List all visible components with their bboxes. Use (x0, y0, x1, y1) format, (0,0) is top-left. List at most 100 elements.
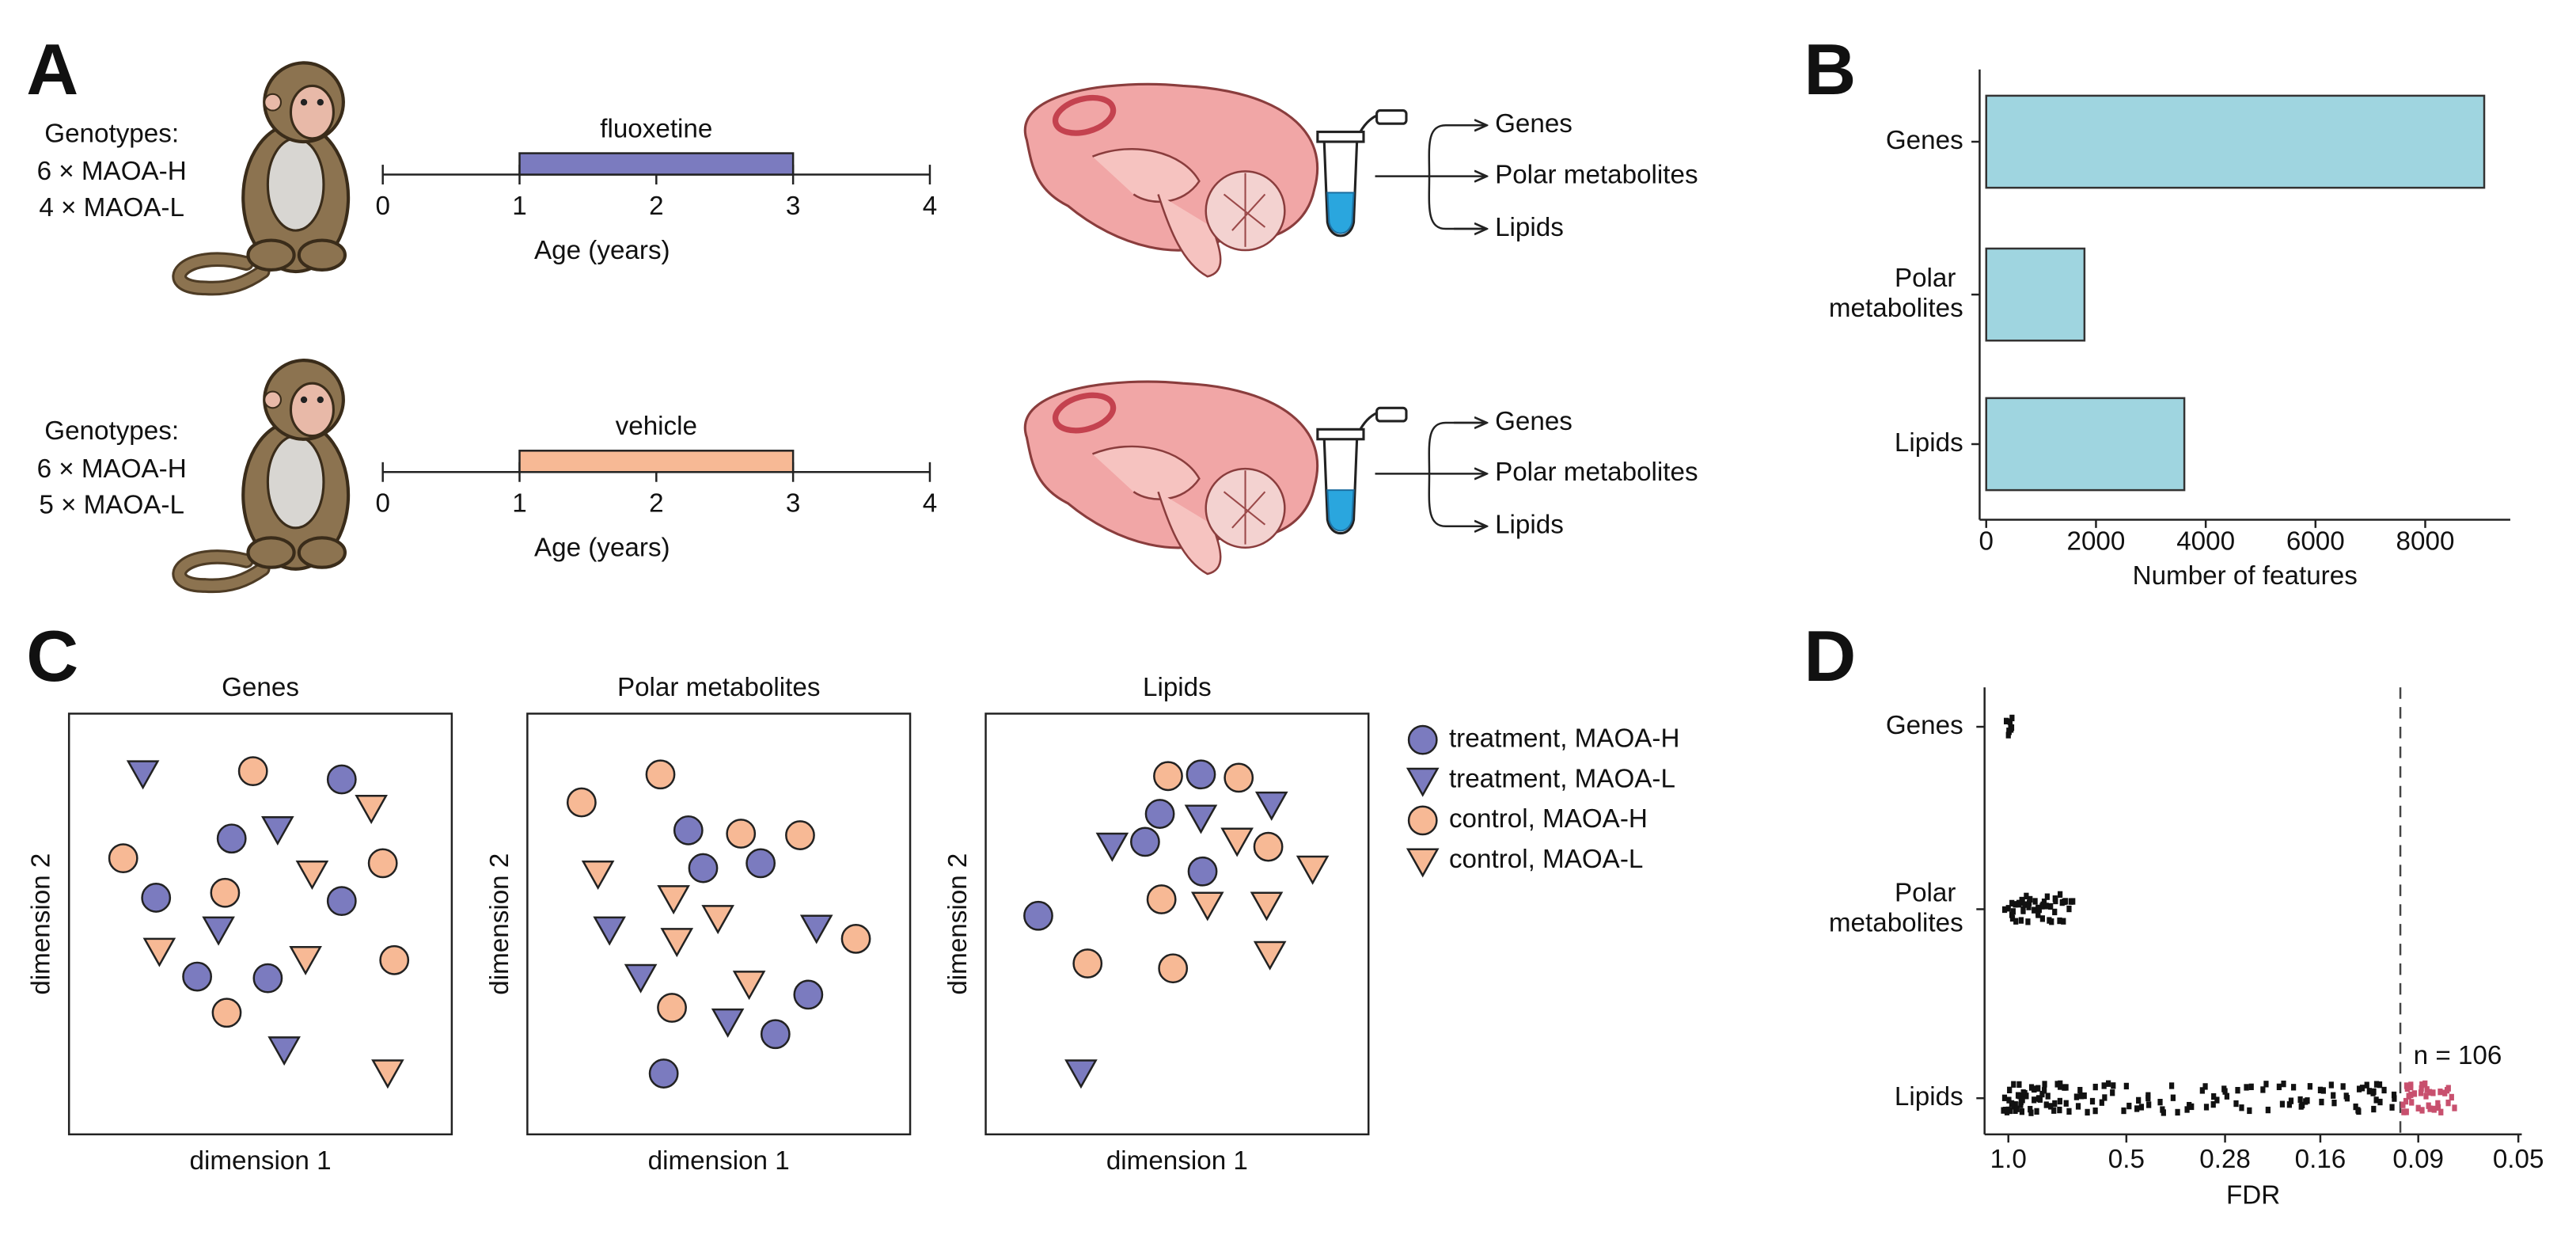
point (2034, 1108, 2039, 1115)
point (1254, 791, 1288, 821)
point (2042, 1081, 2047, 1088)
point (2381, 1086, 2387, 1094)
point (1095, 832, 1129, 862)
point (1253, 940, 1287, 971)
point (2281, 1080, 2286, 1088)
point (2438, 1108, 2444, 1115)
point (2214, 1096, 2220, 1104)
point (2161, 1109, 2166, 1116)
point (2111, 1082, 2116, 1089)
point (2048, 902, 2054, 910)
point (2032, 1096, 2037, 1104)
point (624, 963, 658, 994)
category-label: Genes (1886, 711, 1963, 740)
point (2035, 1085, 2041, 1092)
point (2045, 1092, 2051, 1100)
point (2004, 717, 2009, 724)
tick-label: 0 (375, 192, 389, 221)
point (261, 815, 294, 846)
omics-label: Genes (1495, 407, 1573, 436)
monkey-icon (180, 360, 348, 586)
point (2006, 728, 2012, 735)
point (2110, 1089, 2115, 1096)
point (371, 1059, 404, 1089)
legend-label: treatment, MAOA-H (1449, 724, 1680, 753)
point (2066, 905, 2072, 913)
omics-label: Polar metabolites (1495, 160, 1698, 189)
point (2009, 899, 2015, 907)
legend-marker (1406, 767, 1440, 797)
point (760, 1019, 791, 1050)
point (726, 819, 757, 849)
point (2366, 1088, 2372, 1095)
point (2435, 1104, 2441, 1112)
point (660, 928, 694, 958)
axis-label: dimension 2 (27, 853, 56, 995)
legend-marker (1407, 724, 1438, 755)
axis-label: dimension 2 (485, 853, 514, 995)
bar (1985, 397, 2186, 492)
plot-frame (67, 712, 453, 1136)
point (711, 1008, 745, 1038)
point (289, 945, 322, 975)
point (2184, 1106, 2190, 1113)
point (2048, 1103, 2054, 1110)
point (2401, 1108, 2407, 1115)
point (2423, 1092, 2429, 1100)
point (2028, 1109, 2034, 1116)
point (2015, 1092, 2021, 1099)
tick-label: 1 (512, 192, 526, 221)
point (2392, 1095, 2397, 1102)
point (2005, 905, 2011, 912)
point (657, 993, 687, 1023)
tick-label: 1 (512, 489, 526, 519)
point (2075, 1103, 2081, 1110)
point (2431, 1105, 2437, 1113)
point (2370, 1089, 2376, 1096)
point (688, 853, 719, 884)
point (295, 861, 329, 891)
point (2054, 1081, 2060, 1088)
point (2134, 1105, 2140, 1112)
point (2052, 1100, 2058, 1108)
point (2235, 1087, 2240, 1094)
brain-icon (1025, 382, 1317, 574)
axis-label: dimension 1 (648, 1146, 790, 1176)
point (2356, 1085, 2362, 1092)
point (2317, 1086, 2324, 1094)
category-label: Lipids (1895, 428, 1963, 458)
point (2058, 891, 2063, 898)
point (2415, 1104, 2421, 1112)
x-tick-label: 1.0 (1990, 1145, 2027, 1174)
point (2331, 1100, 2337, 1107)
treatment-bar (518, 450, 795, 473)
point (2452, 1104, 2457, 1112)
point (1224, 762, 1254, 793)
point (2009, 914, 2016, 922)
point (2224, 1092, 2230, 1100)
point (2202, 1083, 2208, 1090)
point (267, 1036, 301, 1066)
point (2007, 1086, 2013, 1093)
point (2035, 911, 2041, 918)
point (2077, 1086, 2083, 1094)
point (2353, 1103, 2358, 1111)
point (216, 823, 247, 854)
plot-frame (984, 712, 1370, 1136)
axis-label: dimension 2 (943, 853, 973, 995)
point (2276, 1083, 2282, 1091)
point (732, 971, 766, 1001)
point (648, 1058, 679, 1089)
point (2058, 1080, 2063, 1088)
tick-label: 3 (786, 192, 800, 221)
point (202, 916, 235, 946)
point (1296, 855, 1330, 885)
point (840, 923, 871, 954)
point (2043, 1101, 2049, 1108)
x-tick-label: 2000 (2067, 526, 2126, 556)
point (2013, 918, 2019, 925)
point (2039, 915, 2046, 922)
facet-title: Polar metabolites (617, 673, 821, 702)
point (2279, 1100, 2286, 1108)
point (2013, 1101, 2018, 1108)
